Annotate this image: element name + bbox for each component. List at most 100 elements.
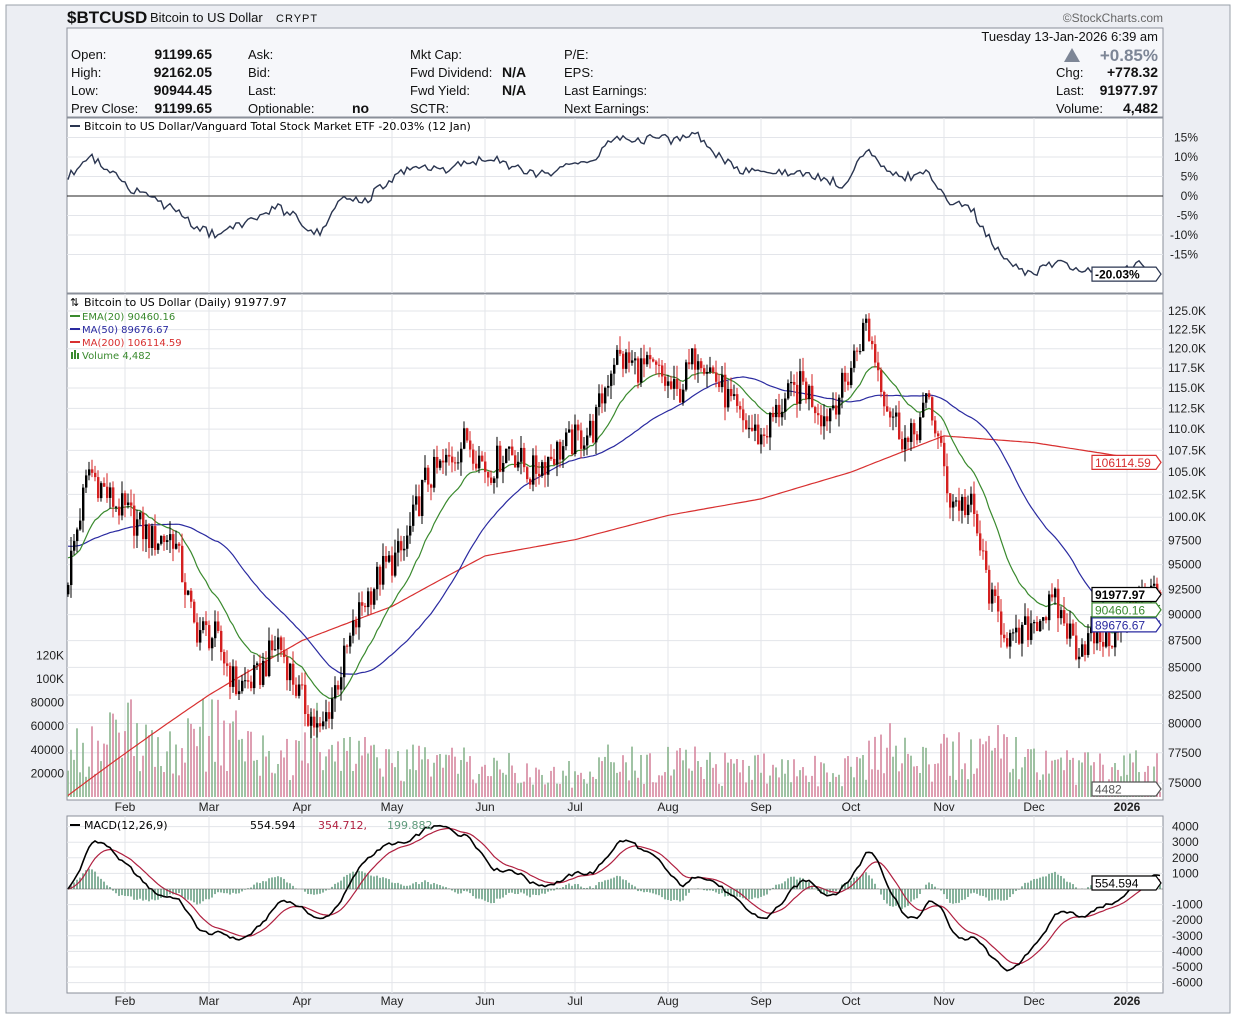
- price-bar-body: [298, 684, 301, 696]
- price-bar-body: [715, 372, 718, 382]
- macd-histogram-bar: [898, 889, 900, 908]
- volume-bar: [850, 766, 852, 797]
- price-bar-body: [175, 543, 178, 549]
- price-bar-body: [349, 635, 352, 647]
- volume-bars-icon: [71, 350, 79, 359]
- volume-bar: [691, 770, 693, 797]
- volume-bar: [172, 773, 174, 797]
- price-bar-body: [613, 364, 616, 374]
- chg-label: Chg:: [1056, 65, 1083, 80]
- price-bar-body: [154, 526, 157, 550]
- price-bar-body: [67, 585, 70, 595]
- macd-histogram-bar: [346, 874, 348, 889]
- price-bar-body: [658, 364, 661, 366]
- volume-bar: [763, 753, 765, 797]
- volume-bar: [445, 754, 447, 797]
- volume-bar: [166, 751, 168, 797]
- volume-bar: [823, 763, 825, 797]
- x-tick-label: Oct: [842, 800, 861, 814]
- macd-histogram-bar: [751, 889, 753, 900]
- volume-bar: [862, 755, 864, 797]
- volume-bar: [748, 765, 750, 797]
- price-bar-body: [760, 434, 763, 445]
- macd-histogram-bar: [541, 889, 543, 894]
- macd-histogram-bar: [184, 889, 186, 899]
- volume-bar: [961, 769, 963, 797]
- volume-bar: [247, 731, 249, 797]
- volume-bar: [469, 756, 471, 797]
- macd-histogram-bar: [304, 889, 306, 892]
- price-bar-body: [925, 393, 928, 403]
- macd-histogram-bar: [844, 883, 846, 889]
- price-bar-body: [565, 432, 568, 447]
- price-bar-body: [538, 473, 541, 476]
- macd-histogram-bar: [709, 889, 711, 891]
- relative-tag: -20.03%: [1095, 268, 1140, 282]
- macd-histogram-bar: [508, 889, 510, 893]
- price-bar-body: [178, 543, 181, 546]
- macd-histogram-bar: [178, 889, 180, 894]
- open-value: 91199.65: [154, 46, 212, 62]
- price-bar-body: [385, 555, 388, 562]
- fwd-yield-label: Fwd Yield:: [410, 83, 470, 98]
- price-bar-body: [766, 435, 769, 438]
- price-bar-body: [415, 496, 418, 505]
- price-bar-body: [811, 385, 814, 408]
- volume-bar: [100, 761, 102, 797]
- macd-histogram-bar: [226, 889, 228, 894]
- volume-bar: [811, 775, 813, 797]
- volume-bar: [790, 782, 792, 797]
- macd-histogram-bar: [826, 889, 828, 895]
- volume-bar: [889, 723, 891, 797]
- price-bar-body: [991, 589, 994, 604]
- macd-histogram-bar: [577, 884, 579, 889]
- price-bar-body: [1024, 616, 1027, 625]
- macd-histogram-bar: [151, 889, 153, 900]
- macd-histogram-bar: [523, 889, 525, 894]
- volume-bar: [103, 743, 105, 797]
- price-bar-body: [865, 318, 868, 323]
- macd-histogram-bar: [904, 889, 906, 908]
- price-bar-body: [535, 455, 538, 474]
- volume-bar: [304, 732, 306, 797]
- price-bar-body: [703, 368, 706, 374]
- price-bar-body: [697, 361, 700, 370]
- macd-histogram-bar: [868, 875, 870, 889]
- macd-histogram-bar: [607, 879, 609, 889]
- macd-histogram-bar: [832, 889, 834, 892]
- macd-histogram-bar: [88, 868, 90, 889]
- relative-panel[interactable]: [66, 117, 1164, 294]
- macd-histogram-bar: [457, 889, 459, 894]
- macd-histogram-bar: [1090, 885, 1092, 889]
- macd-histogram-bar: [706, 889, 708, 891]
- volume-bar: [145, 724, 147, 797]
- macd-histogram-bar: [409, 885, 411, 889]
- price-bar-body: [478, 455, 481, 469]
- volume-bar: [775, 767, 777, 797]
- macd-histogram-bar: [1075, 887, 1077, 889]
- macd-histogram-bar: [514, 889, 516, 894]
- volume-bar: [1135, 750, 1137, 797]
- volume-bar: [436, 755, 438, 797]
- price-bar-body: [817, 413, 820, 416]
- volume-bar: [1123, 755, 1125, 797]
- price-bar-body: [742, 409, 745, 421]
- ma50-line: [67, 376, 1161, 675]
- macd-histogram-bar: [472, 889, 474, 897]
- macd-histogram-bar: [148, 889, 150, 902]
- macd-histogram-bar: [292, 885, 294, 889]
- x-tick-label: Jul: [567, 994, 582, 1008]
- volume-bar: [883, 773, 885, 797]
- price-bar-body: [814, 407, 817, 414]
- copyright[interactable]: ©StockCharts.com: [1063, 11, 1163, 25]
- price-bar-body: [589, 420, 592, 436]
- ma200-tag-box: [1091, 454, 1162, 470]
- price-bar-body: [91, 469, 94, 473]
- volume-bar: [76, 728, 78, 797]
- macd-histogram-bar: [637, 889, 639, 892]
- price-bar-body: [70, 550, 73, 586]
- volume-bar: [439, 754, 441, 797]
- volume-bar: [880, 734, 882, 797]
- macd-histogram-bar: [481, 889, 483, 900]
- macd-histogram-bar: [967, 889, 969, 897]
